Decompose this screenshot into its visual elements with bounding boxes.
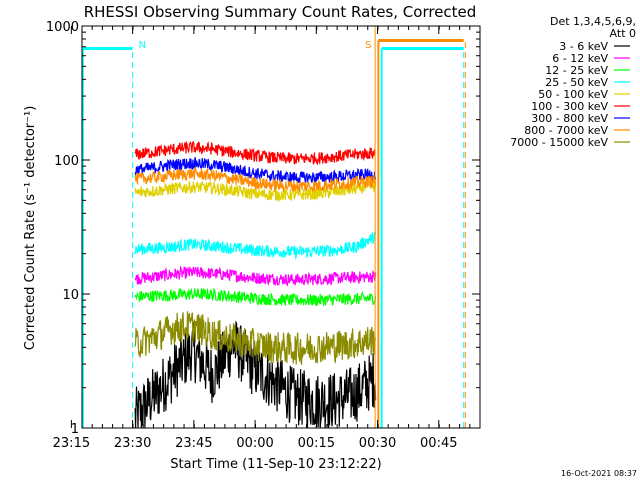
- legend-entry-1: 6 - 12 keV: [552, 52, 608, 65]
- x-tick-label-5: 00:30: [359, 436, 396, 451]
- legend-entry-0: 3 - 6 keV: [559, 40, 608, 53]
- legend-entry-7: 800 - 7000 keV: [524, 124, 608, 137]
- plot-frame: [81, 25, 481, 429]
- y-tick-label-3: 1000: [46, 20, 79, 35]
- series-line-0: [134, 320, 377, 429]
- legend-entry-6: 300 - 800 keV: [531, 112, 608, 125]
- series-line-7: [134, 166, 377, 193]
- legend-entry-4: 50 - 100 keV: [538, 88, 608, 101]
- series-line-1: [134, 265, 377, 287]
- y-axis-label: Corrected Count Rate (s⁻¹ detector⁻¹): [23, 106, 38, 351]
- y-tick-label-2: 100: [54, 154, 79, 169]
- x-tick-label-3: 00:00: [236, 436, 273, 451]
- series-line-5: [134, 140, 376, 166]
- annotation-s: S: [365, 40, 371, 51]
- timestamp: 16-Oct-2021 08:37: [561, 469, 637, 478]
- y-tick-label-0: 1: [71, 422, 79, 437]
- series-line-6: [134, 157, 377, 184]
- legend-entry-8: 7000 - 15000 keV: [510, 136, 608, 149]
- series-line-4: [134, 179, 377, 203]
- x-tick-label-0: 23:15: [53, 436, 90, 451]
- x-tick-label-6: 00:45: [420, 436, 457, 451]
- legend-header-1: Att 0: [610, 27, 636, 40]
- legend-entry-5: 100 - 300 keV: [531, 100, 608, 113]
- annotation-n: N: [139, 40, 146, 51]
- series-line-3: [134, 231, 377, 260]
- legend-header-0: Det 1,3,4,5,6,9,: [550, 15, 636, 28]
- y-tick-label-1: 10: [62, 288, 79, 303]
- x-tick-label-2: 23:45: [175, 436, 212, 451]
- legend-entry-3: 25 - 50 keV: [545, 76, 608, 89]
- x-axis-label: Start Time (11-Sep-10 23:12:22): [170, 457, 381, 472]
- x-tick-label-4: 00:15: [298, 436, 335, 451]
- series-line-2: [134, 287, 377, 307]
- chart-title: RHESSI Observing Summary Count Rates, Co…: [84, 3, 477, 21]
- series-line-8: [134, 311, 377, 366]
- x-tick-label-1: 23:30: [114, 436, 151, 451]
- legend-entry-2: 12 - 25 keV: [545, 64, 608, 77]
